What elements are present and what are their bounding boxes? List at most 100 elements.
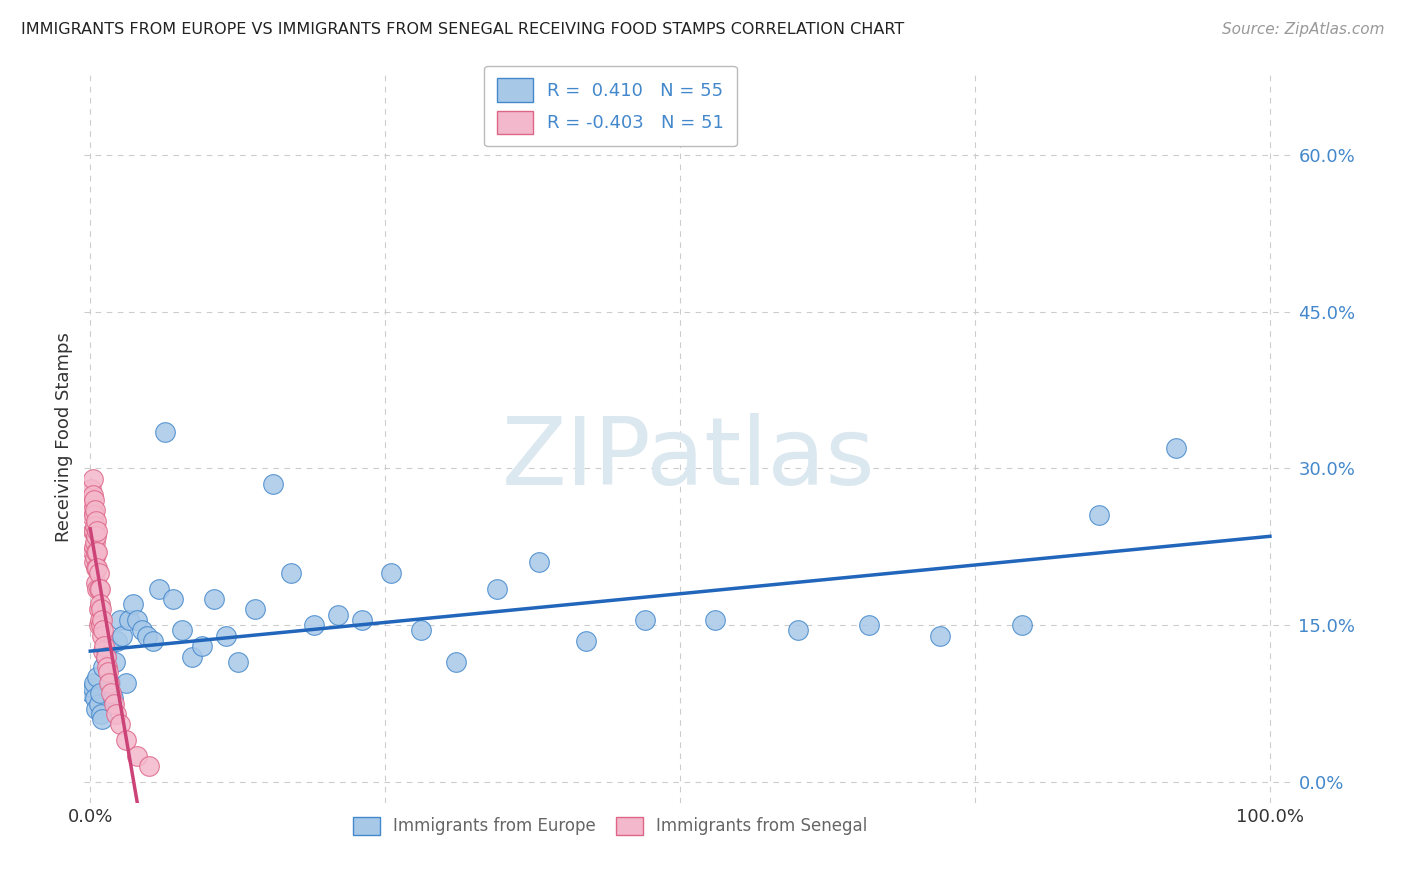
- Point: [84, 514, 107, 528]
- Point: [91, 712, 114, 726]
- Point: [84, 702, 107, 716]
- Point: [86, 524, 108, 538]
- Point: [86, 582, 108, 596]
- Point: [245, 602, 267, 616]
- Point: [97, 665, 120, 680]
- Text: IMMIGRANTS FROM EUROPE VS IMMIGRANTS FROM SENEGAL RECEIVING FOOD STAMPS CORRELAT: IMMIGRANTS FROM EUROPE VS IMMIGRANTS FRO…: [21, 22, 904, 37]
- Point: [114, 733, 136, 747]
- Point: [280, 566, 302, 580]
- Point: [89, 582, 111, 596]
- Point: [350, 613, 373, 627]
- Point: [82, 503, 104, 517]
- Point: [138, 759, 160, 773]
- Point: [94, 649, 117, 664]
- Point: [86, 670, 108, 684]
- Point: [80, 686, 103, 700]
- Point: [89, 686, 111, 700]
- Point: [153, 425, 176, 439]
- Point: [96, 660, 118, 674]
- Point: [486, 582, 509, 596]
- Point: [226, 655, 249, 669]
- Point: [90, 618, 112, 632]
- Point: [83, 540, 105, 554]
- Point: [83, 524, 105, 538]
- Point: [1164, 441, 1187, 455]
- Point: [87, 566, 110, 580]
- Point: [84, 560, 107, 574]
- Point: [84, 545, 107, 559]
- Point: [380, 566, 402, 580]
- Point: [84, 519, 107, 533]
- Point: [91, 644, 114, 658]
- Point: [108, 613, 131, 627]
- Point: [787, 624, 810, 638]
- Text: ZIPatlas: ZIPatlas: [502, 413, 876, 505]
- Point: [84, 691, 107, 706]
- Point: [80, 483, 103, 497]
- Y-axis label: Receiving Food Stamps: Receiving Food Stamps: [55, 332, 73, 542]
- Point: [83, 492, 105, 507]
- Point: [83, 675, 105, 690]
- Point: [114, 675, 136, 690]
- Point: [704, 613, 727, 627]
- Point: [928, 629, 950, 643]
- Point: [180, 649, 202, 664]
- Point: [84, 550, 107, 565]
- Point: [191, 639, 214, 653]
- Point: [84, 576, 107, 591]
- Point: [98, 675, 121, 690]
- Point: [104, 655, 127, 669]
- Point: [91, 624, 114, 638]
- Point: [87, 697, 110, 711]
- Point: [86, 545, 108, 559]
- Point: [82, 472, 104, 486]
- Point: [82, 681, 104, 695]
- Point: [87, 602, 110, 616]
- Point: [105, 633, 128, 648]
- Point: [82, 545, 104, 559]
- Point: [84, 534, 107, 549]
- Point: [575, 633, 598, 648]
- Point: [108, 717, 131, 731]
- Point: [1088, 508, 1111, 523]
- Point: [80, 498, 103, 512]
- Point: [83, 556, 105, 570]
- Point: [98, 675, 121, 690]
- Point: [84, 503, 107, 517]
- Text: Source: ZipAtlas.com: Source: ZipAtlas.com: [1222, 22, 1385, 37]
- Point: [103, 697, 125, 711]
- Point: [202, 592, 225, 607]
- Point: [97, 639, 120, 653]
- Point: [131, 624, 153, 638]
- Point: [84, 529, 107, 543]
- Point: [172, 624, 194, 638]
- Point: [94, 649, 117, 664]
- Point: [634, 613, 657, 627]
- Point: [86, 560, 108, 574]
- Point: [215, 629, 238, 643]
- Point: [91, 613, 114, 627]
- Point: [111, 629, 134, 643]
- Point: [91, 660, 114, 674]
- Point: [527, 556, 550, 570]
- Point: [162, 592, 184, 607]
- Point: [90, 602, 112, 616]
- Point: [304, 618, 326, 632]
- Point: [91, 629, 114, 643]
- Point: [89, 613, 111, 627]
- Point: [93, 639, 115, 653]
- Point: [105, 706, 128, 721]
- Point: [100, 686, 122, 700]
- Point: [127, 748, 149, 763]
- Point: [87, 618, 110, 632]
- Point: [142, 633, 165, 648]
- Point: [409, 624, 432, 638]
- Point: [262, 477, 284, 491]
- Point: [858, 618, 880, 632]
- Point: [87, 582, 110, 596]
- Point: [80, 508, 103, 523]
- Point: [326, 607, 349, 622]
- Point: [135, 629, 157, 643]
- Point: [82, 524, 104, 538]
- Point: [90, 706, 112, 721]
